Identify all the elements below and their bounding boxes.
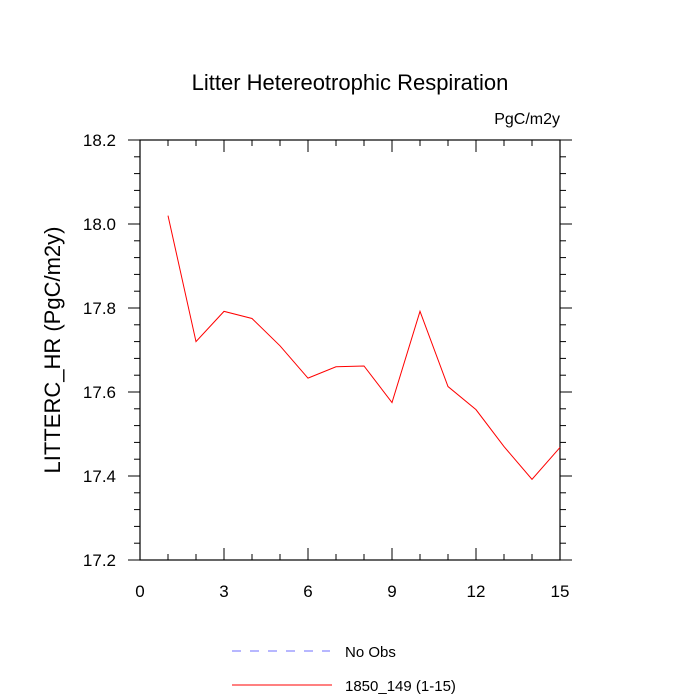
y-tick-label: 18.2 xyxy=(83,131,116,150)
y-tick-label: 17.4 xyxy=(83,467,116,486)
x-tick-label: 3 xyxy=(219,582,228,601)
y-tick-label: 17.8 xyxy=(83,299,116,318)
series-line xyxy=(167,215,561,481)
x-tick-label: 15 xyxy=(551,582,570,601)
legend-label-no-obs: No Obs xyxy=(345,644,396,661)
y-tick-label: 17.2 xyxy=(83,551,116,570)
legend-label-series: 1850_149 (1-15) xyxy=(345,678,456,695)
x-tick-labels: 0 3 6 9 12 15 xyxy=(135,582,569,601)
x-tick-label: 6 xyxy=(303,582,312,601)
x-tick-label: 12 xyxy=(467,582,486,601)
y-tick-label: 18.0 xyxy=(83,215,116,234)
legend: No Obs 1850_149 (1-15) xyxy=(232,644,456,695)
y-tick-labels: 17.2 17.4 17.6 17.8 18.0 18.2 xyxy=(83,131,116,570)
chart-title: Litter Hetereotrophic Respiration xyxy=(192,70,509,95)
y-axis-label: LITTERC_HR (PgC/m2y) xyxy=(40,227,65,474)
x-tick-label: 9 xyxy=(387,582,396,601)
units-label: PgC/m2y xyxy=(494,111,560,128)
axis-ticks xyxy=(128,139,572,561)
series-points xyxy=(167,215,560,480)
plot-frame xyxy=(139,139,561,561)
x-tick-label: 0 xyxy=(135,582,144,601)
y-tick-label: 17.6 xyxy=(83,383,116,402)
